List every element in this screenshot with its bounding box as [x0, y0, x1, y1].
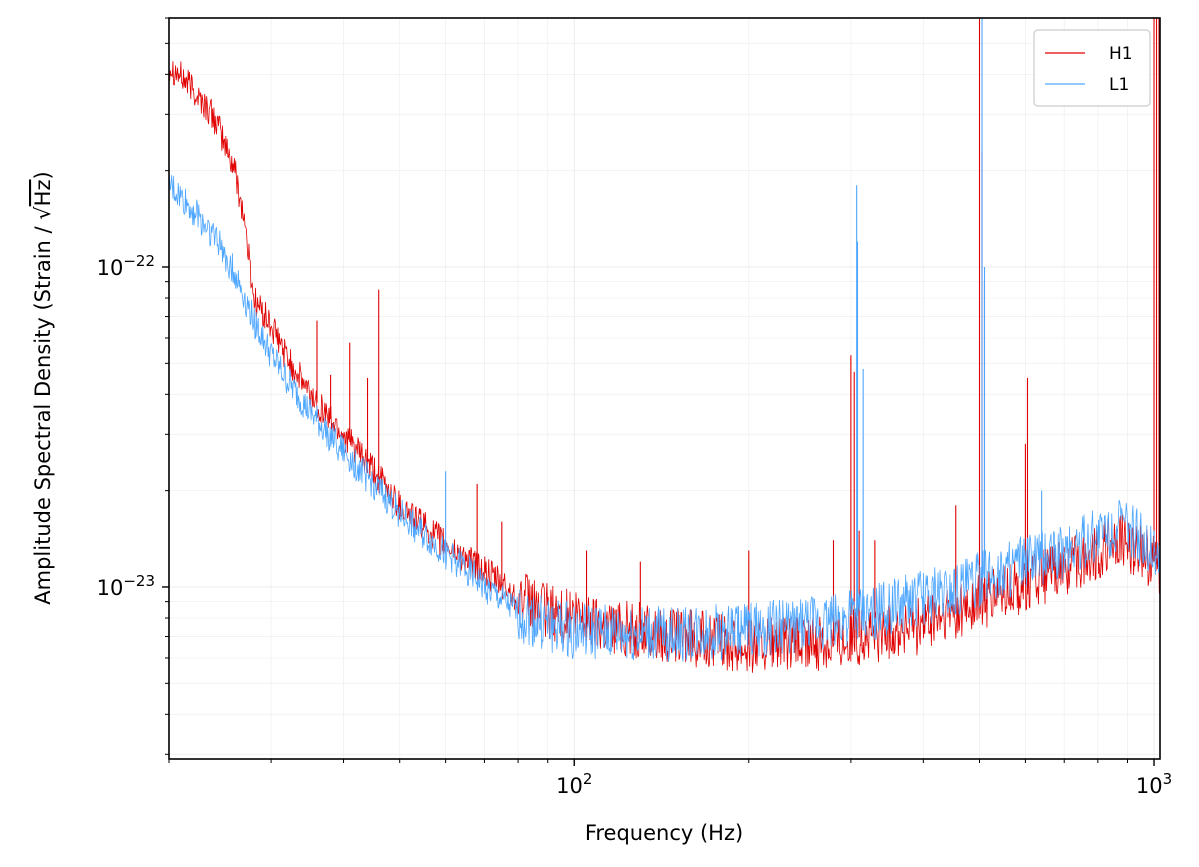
x-tick-label: 103: [1136, 770, 1172, 798]
series-H1-line: [169, 61, 1160, 673]
series-L1-line: [169, 172, 1160, 662]
legend-box: [1033, 29, 1151, 107]
y-tick-label: 10−22: [97, 252, 155, 280]
series-group: [169, 18, 1160, 673]
y-axis-label: Amplitude Spectral Density (Strain / √Hz…: [31, 171, 55, 604]
plot-frame: [168, 17, 1161, 760]
x-axis-label: Frequency (Hz): [585, 821, 743, 845]
y-tick-label: 10−23: [97, 572, 155, 600]
legend-label-H1: H1: [1109, 44, 1133, 64]
axis-ticks: 102 103 10−23 10−22: [97, 17, 1172, 798]
legend: H1 L1: [1033, 29, 1151, 107]
x-tick-label: 102: [556, 770, 592, 798]
legend-label-L1: L1: [1109, 75, 1129, 95]
